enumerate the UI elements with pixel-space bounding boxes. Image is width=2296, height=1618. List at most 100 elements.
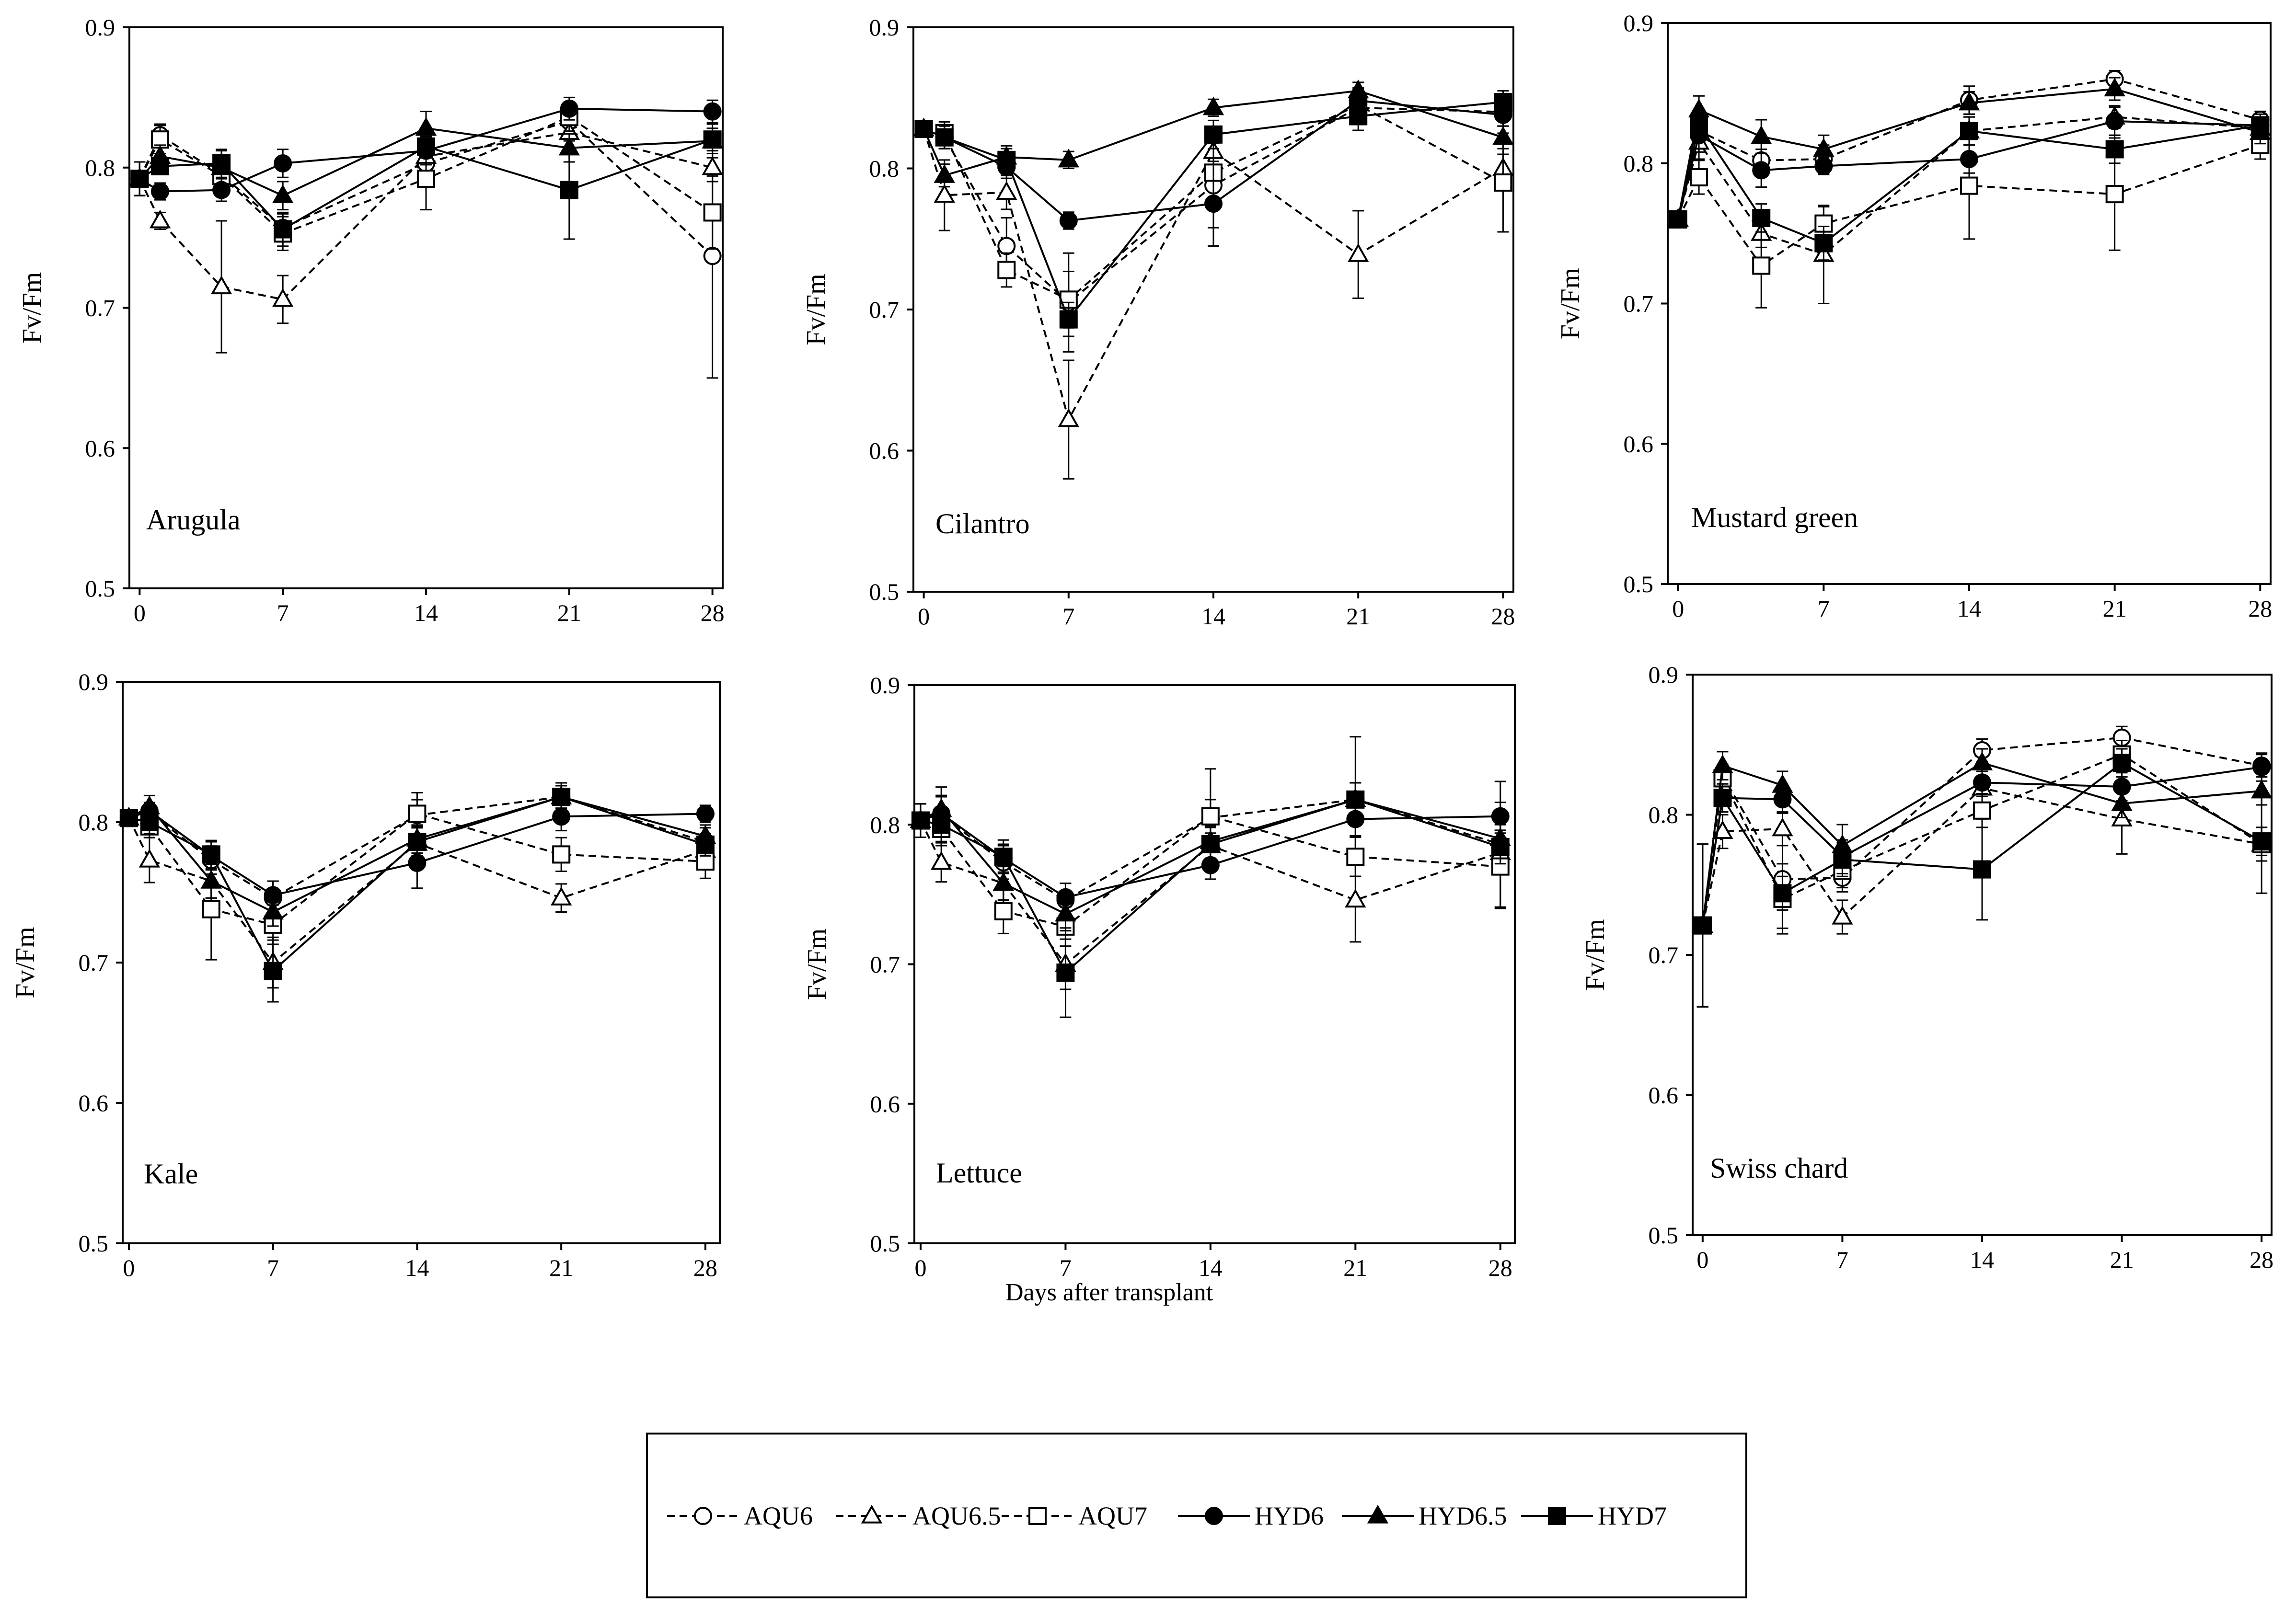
y-tick-label: 0.9 [1649,661,1679,688]
data-point [997,150,1016,169]
data-point [930,851,952,870]
data-point [1960,176,1978,195]
data-point [1813,138,1834,157]
legend-entry-aqu6: AQU6 [667,1502,813,1530]
data-point [1346,790,1365,809]
x-tick-label: 7 [1818,595,1830,622]
y-tick-label: 0.6 [1624,430,1654,457]
y-tick-label: 0.7 [85,295,115,321]
data-point [1059,211,1078,230]
y-tick-label: 0.7 [1649,941,1679,968]
data-point [560,181,578,199]
data-point [1752,208,1771,227]
data-point [560,99,578,118]
y-axis-title: Fv/Fm [11,927,40,998]
data-point [934,184,955,203]
x-tick-label: 7 [1060,1254,1072,1281]
data-point [408,853,427,872]
panel-label: Arugula [146,504,241,536]
data-point [696,804,715,823]
data-point [2105,185,2124,204]
y-tick-label: 0.6 [870,1090,900,1117]
data-point [1201,835,1220,854]
data-point [408,804,427,823]
panel-cilantro: 0.5 0.6 0.7 0.8 0.9 0 7 14 21 28 Fv/Fm Cilantro [801,14,1515,630]
data-point [130,170,149,188]
x-tick-label: 28 [2250,1246,2273,1273]
legend-label: AQU6 [744,1502,813,1530]
data-point [996,181,1017,200]
data-point [274,220,292,239]
y-tick-label: 0.6 [79,1090,109,1116]
data-point [1204,125,1223,144]
x-tick-label: 28 [2248,595,2272,622]
y-tick-label: 0.8 [870,811,900,838]
legend-marker [861,1504,883,1524]
data-point [417,170,435,188]
panel-label: Swiss chard [1710,1152,1848,1184]
panel-label: Cilantro [935,508,1030,539]
data-point [1059,310,1078,329]
y-tick-label: 0.7 [869,296,900,323]
y-tick-label: 0.9 [869,14,900,41]
x-tick-label: 0 [123,1254,135,1281]
data-point [200,870,222,889]
series-hyd7 [1669,109,2270,261]
data-point [1202,96,1224,115]
data-point [1973,860,1991,879]
panel-lettuce: 0.5 0.6 0.7 0.8 0.9 0 7 14 21 28 Fv/Fm Lettuce [802,672,1516,1281]
x-tick-label: 21 [1346,603,1370,630]
data-point [911,811,930,830]
data-point [1751,125,1772,144]
legend-label: HYD6.5 [1419,1502,1507,1530]
x-tick-label: 21 [549,1254,573,1281]
y-tick-label: 0.9 [870,672,900,699]
y-tick-label: 0.5 [870,1230,900,1257]
data-point [2252,832,2271,851]
y-tick-label: 0.9 [85,14,115,41]
x-tick-label: 21 [2110,1246,2134,1273]
legend-label: HYD6 [1255,1502,1324,1530]
legend-entry-hyd7: HYD7 [1521,1502,1667,1530]
x-tick-label: 14 [1201,603,1225,630]
series-hyd7 [119,785,715,1003]
data-point [417,137,435,156]
data-point [140,813,159,831]
panel-arugula: 0.5 0.6 0.7 0.8 0.9 0 7 14 21 28 Fv/Fm Arugula [17,14,725,626]
x-tick-label: 28 [1491,603,1515,630]
y-tick-label: 0.5 [1624,571,1654,597]
data-point [1348,80,1369,99]
data-point [997,261,1016,279]
series-hyd7 [911,782,1510,1018]
data-point [212,154,231,172]
x-tick-label: 0 [134,599,146,626]
data-point [1693,916,1712,935]
x-tick-label: 21 [1343,1254,1367,1281]
data-point [1971,751,1993,770]
y-tick-label: 0.7 [870,951,900,978]
y-tick-label: 0.5 [869,578,900,605]
series-hyd6 [1669,106,2270,229]
data-point [1669,210,1687,229]
x-tick-label: 7 [1836,1246,1848,1273]
x-tick-label: 0 [1672,595,1684,622]
x-tick-label: 14 [414,599,438,626]
data-point [272,288,294,307]
data-point [1712,754,1733,773]
data-point [703,203,722,222]
data-point [935,128,954,147]
data-point [2105,140,2124,159]
data-point [1491,838,1510,856]
legend-entry-hyd6-5: HYD6.5 [1342,1502,1507,1530]
y-tick-label: 0.8 [1649,802,1679,828]
data-point [262,901,284,920]
x-tick-label: 7 [277,599,289,626]
data-point [1752,161,1771,180]
data-point [2251,116,2270,135]
data-point [934,164,955,183]
data-point [1346,848,1365,866]
data-point [997,237,1016,255]
legend: AQU6 AQU6.5 AQU7 HYD6 HYD6.5 HYD7 [646,1433,1747,1598]
x-tick-label: 28 [693,1254,717,1281]
x-tick-label: 7 [267,1254,279,1281]
